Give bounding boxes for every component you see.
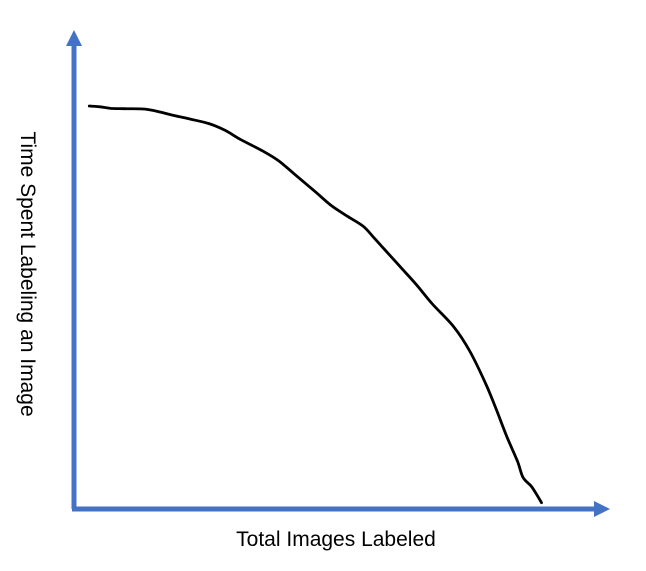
y-axis-label: Time Spent Labeling an Image [16,131,39,416]
x-axis-label: Total Images Labeled [236,528,436,551]
plot-area [87,104,543,505]
series-line-0 [87,104,543,505]
